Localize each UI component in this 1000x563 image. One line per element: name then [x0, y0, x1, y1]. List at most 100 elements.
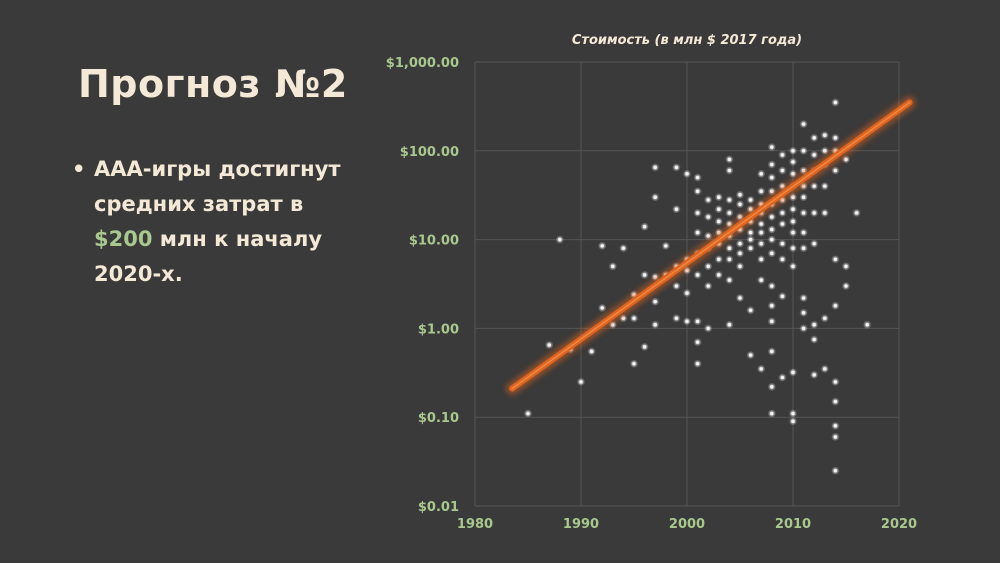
data-point [833, 435, 838, 439]
data-point [833, 380, 838, 384]
bullet-line-4: 2020-х. [94, 262, 183, 286]
data-point [685, 319, 689, 324]
data-point [759, 257, 763, 262]
data-point [579, 380, 583, 384]
data-point [695, 230, 700, 235]
data-point [844, 284, 848, 288]
data-point [674, 165, 679, 170]
data-point [833, 468, 838, 473]
data-point [727, 322, 732, 327]
data-point [674, 316, 679, 321]
data-point [738, 202, 742, 207]
data-point [653, 299, 657, 304]
data-point [801, 211, 806, 215]
data-point [717, 219, 721, 224]
chart-title: Стоимость (в млн $ 2017 года) [571, 33, 803, 48]
data-point [812, 241, 816, 246]
data-point [770, 162, 774, 167]
data-point [780, 222, 785, 226]
data-point [791, 264, 795, 269]
data-point [812, 211, 816, 215]
data-point [780, 153, 785, 157]
data-point [759, 222, 763, 226]
data-point [748, 353, 753, 357]
data-point [589, 349, 594, 354]
y-tick-label: $100.00 [400, 145, 459, 160]
data-point [738, 192, 742, 197]
y-tick-label: $0.01 [418, 500, 459, 515]
data-point [653, 195, 657, 200]
y-tick-label: $1,000.00 [386, 56, 459, 71]
data-point [632, 361, 636, 366]
data-point [791, 219, 795, 224]
data-point [780, 294, 785, 299]
data-point [748, 237, 753, 242]
data-point [791, 160, 795, 164]
data-point [770, 349, 774, 354]
data-point [738, 296, 742, 300]
data-point [706, 326, 710, 331]
data-point [748, 308, 753, 313]
x-tick-label: 1980 [457, 517, 493, 532]
data-point [823, 149, 827, 153]
x-tick-label: 1990 [563, 517, 599, 532]
data-point [685, 172, 689, 176]
data-point [759, 241, 763, 246]
x-axis: 1980 1990 2000 2010 2020 [457, 517, 917, 532]
data-point [770, 215, 774, 219]
data-point [770, 284, 774, 288]
data-point [759, 189, 763, 194]
data-point [621, 316, 626, 321]
data-point [780, 241, 785, 246]
data-point [801, 246, 806, 251]
data-point [706, 215, 710, 219]
data-point [770, 227, 774, 232]
data-point [748, 198, 753, 202]
y-tick-label: $10.00 [409, 234, 459, 249]
data-point [727, 278, 732, 282]
data-point [547, 343, 551, 347]
data-point [738, 251, 742, 256]
data-point [632, 316, 636, 321]
data-point [791, 370, 795, 375]
data-point [717, 207, 721, 211]
data-point [695, 273, 700, 277]
data-point [791, 411, 795, 416]
data-point [812, 136, 816, 140]
data-point [642, 273, 647, 277]
data-point [653, 322, 657, 327]
data-point [770, 175, 774, 180]
bullet-amount: $200 [94, 227, 153, 251]
data-point [791, 195, 795, 200]
data-point [833, 424, 838, 428]
data-point [791, 149, 795, 153]
data-point [664, 244, 668, 248]
data-point [844, 264, 848, 269]
data-point [706, 284, 710, 288]
data-point [706, 234, 710, 238]
data-point [801, 326, 806, 331]
data-point [812, 322, 816, 327]
data-point [801, 230, 806, 235]
x-tick-label: 2010 [775, 517, 811, 532]
bullet-text: AAA-игры достигнут средних затрат в $200… [94, 152, 372, 292]
bullet-line-1: AAA-игры достигнут [94, 157, 341, 181]
data-point [812, 337, 816, 342]
data-point [706, 264, 710, 269]
data-point [706, 198, 710, 202]
data-point [748, 230, 753, 235]
bullet-dot-icon: • [72, 157, 86, 181]
data-point [738, 264, 742, 269]
data-point [674, 207, 679, 211]
data-point [823, 211, 827, 215]
trend-line [506, 96, 916, 395]
data-point [780, 168, 785, 173]
data-point [812, 184, 816, 188]
data-point [770, 251, 774, 256]
data-point [621, 246, 626, 251]
data-point [833, 100, 838, 105]
bullet-line-3: млн к началу [152, 227, 323, 251]
data-point [685, 291, 689, 295]
data-point [812, 153, 816, 157]
data-point [801, 296, 806, 300]
